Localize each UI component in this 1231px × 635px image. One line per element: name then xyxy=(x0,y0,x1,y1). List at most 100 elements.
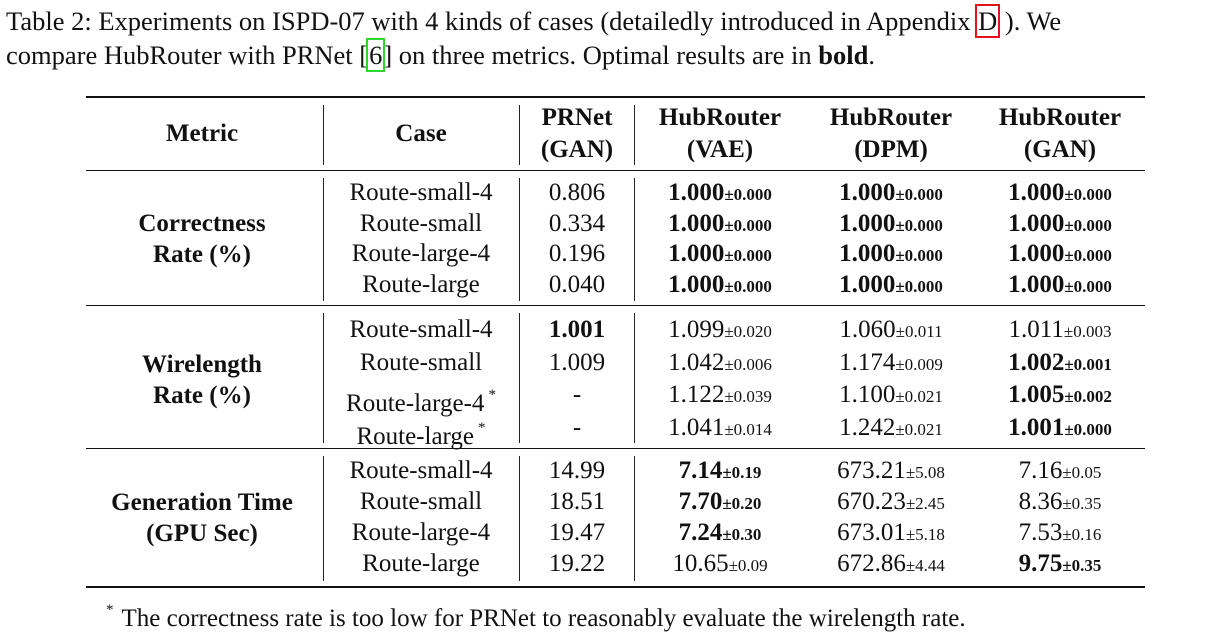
table-cell: 672.86±4.44 xyxy=(837,550,945,577)
table-cell: 1.001±0.000 xyxy=(1008,413,1112,441)
footnote-text: The correctness rate is too low for PRNe… xyxy=(121,605,966,632)
table-cell: 1.000±0.000 xyxy=(1008,240,1112,267)
column-separator xyxy=(634,313,635,443)
top-rule xyxy=(86,96,1145,98)
table-cell: 9.75±0.35 xyxy=(1018,550,1102,577)
header-column: HubRouter (DPM) xyxy=(829,104,953,163)
table-cell: 0.196 xyxy=(548,240,606,267)
table-cell: 1.000±0.000 xyxy=(1008,270,1112,298)
case-name: Route-large-4 * xyxy=(346,387,496,417)
column-separator xyxy=(519,456,520,581)
table-cell: 7.70±0.20 xyxy=(678,488,762,515)
case-name: Route-large-4 xyxy=(351,519,491,546)
caption-text: . xyxy=(868,40,875,70)
column-separator xyxy=(519,105,520,165)
citation-link[interactable]: 6 xyxy=(366,38,386,72)
column-separator xyxy=(519,313,520,443)
column-separator xyxy=(634,178,635,301)
case-name: Route-small-4 xyxy=(349,457,493,484)
table-cell: 1.099±0.020 xyxy=(668,316,772,343)
case-name: Route-large-4 xyxy=(351,240,491,267)
table-cell: 1.002±0.001 xyxy=(1008,348,1112,376)
case-name: Route-small-4 xyxy=(349,316,493,343)
table-cell: 1.060±0.011 xyxy=(839,316,943,343)
table-cell: 18.51 xyxy=(548,488,606,515)
footnote-marker: * xyxy=(478,419,486,436)
table-cell: 1.042±0.006 xyxy=(668,348,772,376)
table-cell: 1.000±0.000 xyxy=(839,240,943,267)
group-label: Correctness Rate (%) xyxy=(138,210,266,268)
mid-rule xyxy=(86,305,1145,306)
table-cell: 1.000±0.000 xyxy=(839,270,943,298)
footnote-marker: * xyxy=(106,602,114,618)
caption-text: ). We xyxy=(998,6,1062,36)
table-cell: 7.14±0.19 xyxy=(678,457,762,484)
header-column: PRNet (GAN) xyxy=(540,104,614,163)
mid-rule xyxy=(86,448,1145,449)
header-column: HubRouter (GAN) xyxy=(998,104,1122,163)
table-cell: - xyxy=(572,413,582,441)
case-name: Route-large xyxy=(362,270,480,298)
table-cell: 1.174±0.009 xyxy=(839,348,943,376)
column-separator xyxy=(323,456,324,581)
table-cell: 670.23±2.45 xyxy=(837,488,945,515)
table-cell: 0.040 xyxy=(548,270,606,298)
table-cell: 0.334 xyxy=(548,209,606,237)
mid-rule xyxy=(86,170,1145,171)
case-name: Route-small xyxy=(359,488,483,515)
table-cell: 8.36±0.35 xyxy=(1018,488,1102,515)
column-separator xyxy=(634,456,635,581)
table-cell: 1.242±0.021 xyxy=(839,413,943,441)
column-separator xyxy=(634,105,635,165)
table-cell: 1.000±0.000 xyxy=(668,240,772,267)
table-cell: 1.000±0.000 xyxy=(839,209,943,237)
table-cell: 7.16±0.05 xyxy=(1018,457,1102,484)
table-cell: 1.041±0.014 xyxy=(668,413,772,441)
table-cell: 14.99 xyxy=(548,457,606,484)
table-cell: 673.01±5.18 xyxy=(837,519,945,546)
column-separator xyxy=(323,105,324,165)
header-case: Case xyxy=(395,120,447,147)
table-cell: 7.24±0.30 xyxy=(678,519,762,546)
group-label: Wirelength Rate (%) xyxy=(142,351,262,409)
table-footnote: * The correctness rate is too low for PRN… xyxy=(106,594,966,635)
table-cell: 0.806 xyxy=(548,179,606,206)
table-cell: 673.21±5.08 xyxy=(837,457,945,484)
table-cell: 10.65±0.09 xyxy=(672,550,768,577)
case-name: Route-small xyxy=(359,348,483,376)
table-cell: 1.000±0.000 xyxy=(1008,179,1112,206)
case-name: Route-large xyxy=(362,550,480,577)
column-separator xyxy=(519,178,520,301)
case-name: Route-large * xyxy=(356,419,486,450)
table-cell: 1.122±0.039 xyxy=(668,381,772,408)
table-cell: 19.47 xyxy=(548,519,606,546)
table-cell: 1.011±0.003 xyxy=(1008,316,1112,343)
appendix-link[interactable]: D xyxy=(975,4,1001,38)
header-column: HubRouter (VAE) xyxy=(658,104,782,163)
case-name: Route-small xyxy=(359,209,483,237)
bottom-rule xyxy=(86,586,1145,588)
table-cell: 19.22 xyxy=(548,550,606,577)
header-metric: Metric xyxy=(165,120,239,147)
table-cell: 1.009 xyxy=(548,348,606,376)
caption-text: Experiments on ISPD-07 with 4 kinds of c… xyxy=(91,6,978,36)
column-separator xyxy=(323,313,324,443)
table-caption: Table 2: Experiments on ISPD-07 with 4 k… xyxy=(6,4,1228,72)
caption-bold-word: bold xyxy=(818,40,869,70)
caption-text: compare HubRouter with PRNet [ xyxy=(6,40,369,70)
table-cell: 1.100±0.021 xyxy=(839,381,943,408)
table-cell: 1.000±0.000 xyxy=(1008,209,1112,237)
table-cell: 1.005±0.002 xyxy=(1008,381,1112,408)
table-cell: 1.000±0.000 xyxy=(668,270,772,298)
group-label: Generation Time (GPU Sec) xyxy=(111,489,293,547)
table-cell: 7.53±0.16 xyxy=(1018,519,1102,546)
column-separator xyxy=(323,178,324,301)
table-cell: - xyxy=(572,381,582,408)
caption-text: ] on three metrics. Optimal results are … xyxy=(383,40,819,70)
table-cell: 1.001 xyxy=(548,316,606,343)
footnote-marker: * xyxy=(488,387,496,403)
case-name: Route-small-4 xyxy=(349,179,493,206)
table-cell: 1.000±0.000 xyxy=(668,209,772,237)
table-cell: 1.000±0.000 xyxy=(668,179,772,206)
caption-label: Table 2: xyxy=(6,6,92,36)
